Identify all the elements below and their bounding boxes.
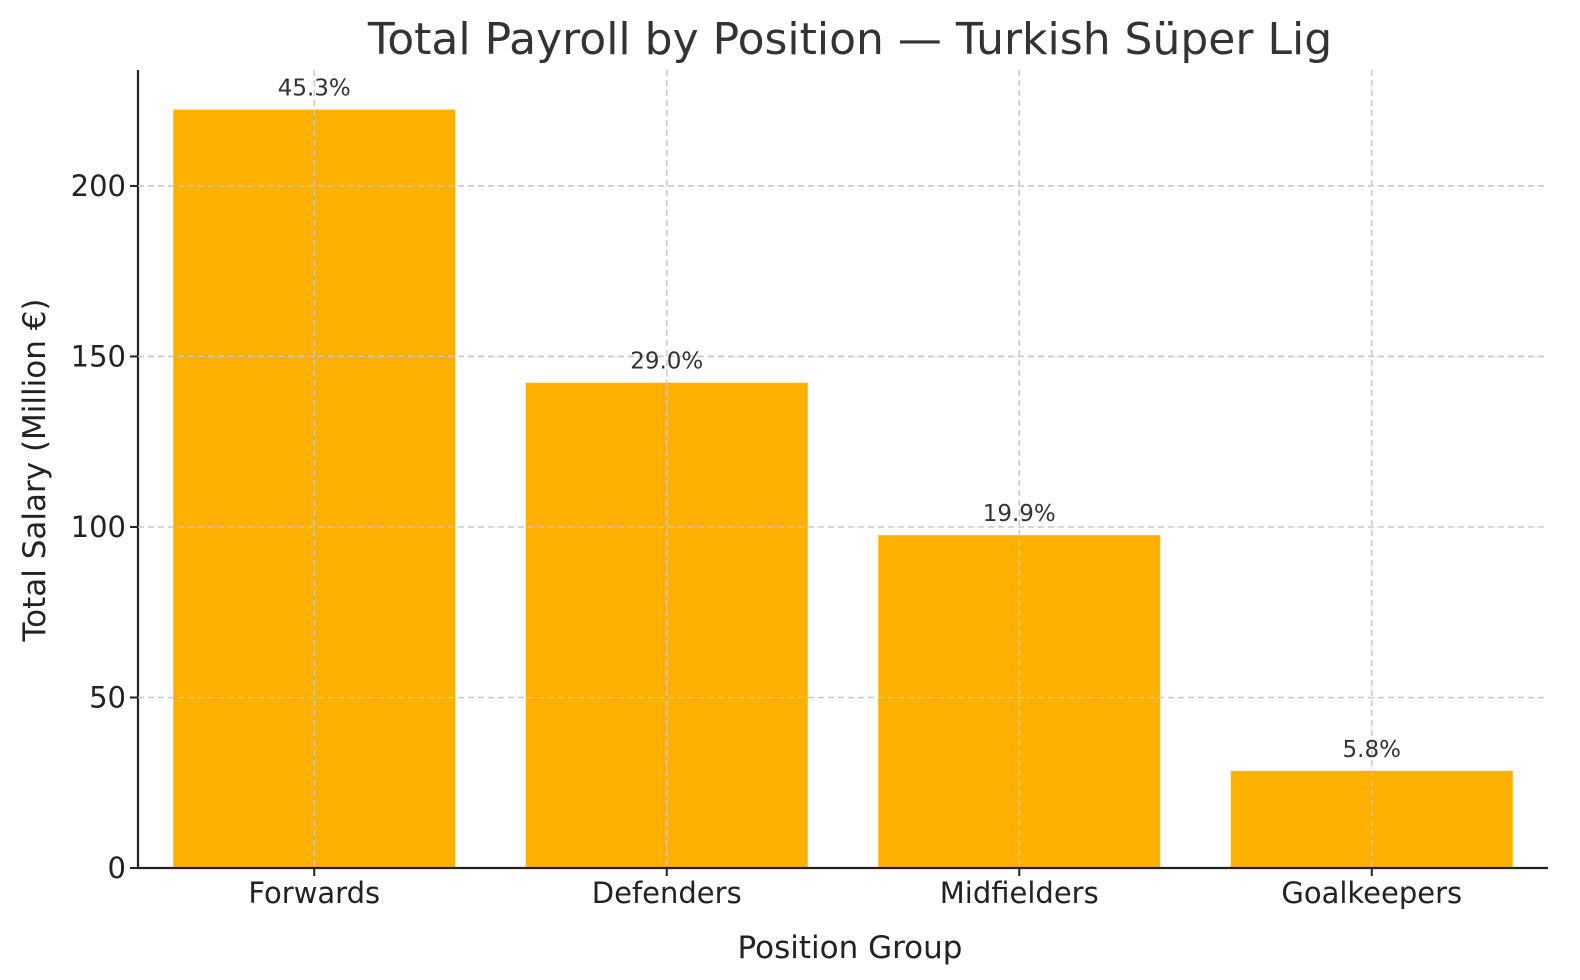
y-tick-label: 50 [89,680,126,714]
bars-layer [173,109,1513,869]
x-tick-label: Forwards [248,876,380,910]
x-tick-label: Goalkeepers [1281,876,1462,910]
axes-layer: 0 50 100 150 200 Forwards Defenders Midfielders… [71,70,1548,910]
y-tick-label: 0 [108,851,126,885]
chart-title: Total Payroll by Position — Turkish Süpe… [367,14,1332,65]
data-label: 45.3% [278,76,351,102]
data-label: 29.0% [630,349,703,375]
y-axis-label: Total Salary (Million €) [17,298,53,642]
y-tick-label: 200 [71,169,126,203]
y-tick-label: 150 [71,339,126,373]
labels-layer: 45.3% 29.0% 19.9% 5.8% [138,70,1548,868]
data-label: 5.8% [1343,737,1401,763]
data-label: 19.9% [983,501,1056,527]
x-tick-label: Defenders [592,876,742,910]
x-axis-label: Position Group [738,930,963,966]
y-tick-label: 100 [71,510,126,544]
x-tick-label: Midfielders [940,876,1099,910]
